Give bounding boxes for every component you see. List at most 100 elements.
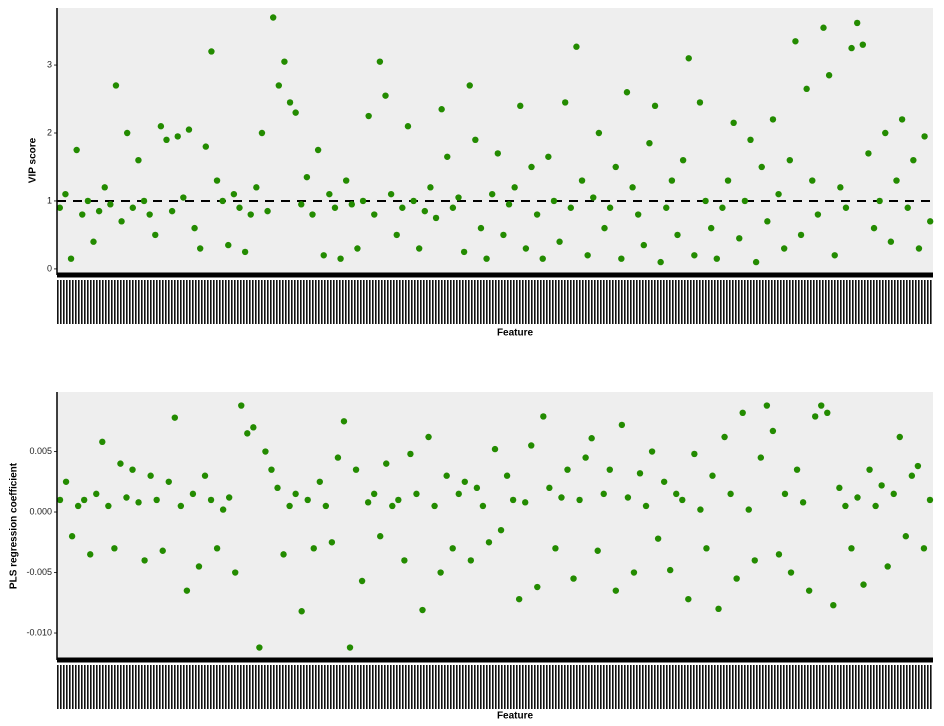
point: [467, 557, 475, 564]
point: [87, 551, 94, 558]
point: [595, 129, 603, 137]
point: [365, 112, 372, 120]
point: [663, 204, 670, 211]
point: [292, 490, 299, 498]
point: [915, 245, 923, 252]
point: [314, 146, 322, 154]
point: [399, 204, 406, 211]
point: [407, 450, 414, 458]
point: [262, 448, 269, 455]
point: [775, 551, 783, 558]
point: [612, 587, 620, 594]
point: [830, 601, 837, 609]
point: [219, 506, 227, 513]
point: [232, 569, 239, 576]
point: [460, 248, 468, 256]
point: [517, 102, 524, 110]
point: [914, 462, 922, 470]
point: [534, 583, 541, 591]
point: [147, 472, 154, 479]
point: [477, 224, 485, 232]
point: [68, 533, 76, 540]
point: [679, 156, 687, 164]
point: [636, 470, 644, 477]
point: [634, 211, 642, 218]
point: [696, 99, 704, 106]
point: [854, 494, 861, 501]
point: [685, 595, 692, 603]
point: [503, 472, 511, 479]
point: [657, 258, 664, 266]
point: [275, 82, 283, 89]
point: [274, 484, 281, 492]
point: [920, 545, 928, 552]
point: [146, 211, 153, 218]
point: [56, 496, 64, 504]
point: [752, 258, 760, 266]
point: [421, 207, 429, 215]
point: [316, 478, 323, 485]
point: [805, 587, 813, 594]
point: [466, 82, 473, 89]
point: [238, 402, 245, 409]
point: [600, 490, 607, 498]
point: [872, 502, 879, 510]
point: [646, 139, 653, 147]
point: [887, 238, 895, 245]
point: [908, 472, 916, 479]
point: [497, 526, 505, 534]
point: [673, 490, 680, 498]
point: [461, 478, 468, 485]
point: [389, 502, 396, 510]
point: [427, 184, 434, 191]
point: [174, 133, 181, 140]
point: [84, 197, 92, 205]
point: [129, 204, 137, 211]
x-axis-title: Feature: [497, 711, 534, 722]
point: [253, 184, 260, 191]
point: [546, 484, 553, 492]
point: [286, 502, 293, 510]
point: [713, 255, 721, 262]
point: [219, 197, 226, 205]
point: [757, 454, 765, 461]
point: [882, 129, 889, 137]
point: [747, 136, 754, 144]
point: [268, 466, 275, 473]
point: [225, 494, 233, 501]
point: [601, 224, 608, 232]
point: [876, 197, 883, 205]
point: [837, 184, 844, 191]
point: [189, 490, 197, 498]
point: [719, 204, 726, 211]
point: [709, 472, 716, 479]
point: [769, 116, 777, 123]
point: [578, 177, 586, 184]
point: [668, 177, 676, 184]
point: [775, 190, 782, 198]
point: [491, 445, 499, 453]
point: [836, 484, 843, 492]
point: [207, 496, 215, 504]
point: [117, 460, 124, 467]
point: [511, 184, 518, 191]
point: [576, 496, 583, 504]
point: [674, 231, 681, 239]
point: [123, 129, 131, 137]
point: [431, 502, 438, 510]
point: [824, 409, 831, 417]
point: [201, 472, 209, 479]
point: [320, 252, 327, 259]
point: [691, 450, 698, 458]
point: [902, 533, 910, 540]
point: [727, 490, 734, 498]
point: [395, 496, 402, 504]
point: [814, 211, 822, 218]
plot-panel: [57, 8, 933, 275]
point: [550, 197, 558, 205]
point: [853, 19, 861, 27]
point: [590, 194, 597, 201]
point: [594, 547, 601, 554]
point: [159, 547, 166, 554]
